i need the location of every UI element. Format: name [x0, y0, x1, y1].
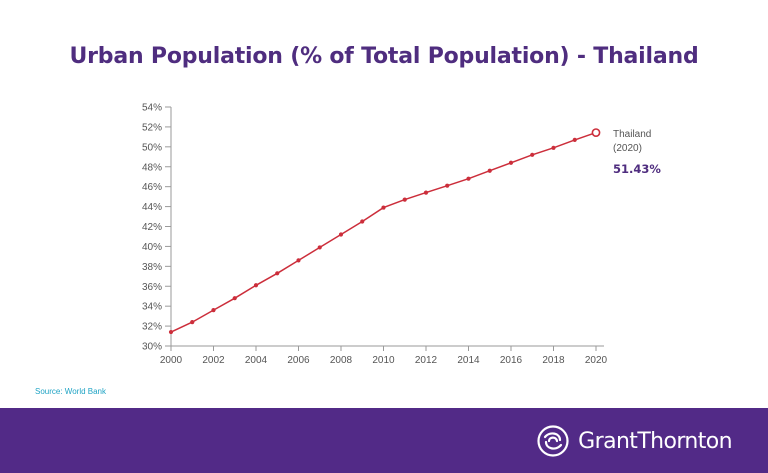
data-point: [190, 320, 195, 325]
x-tick-label: 2016: [500, 355, 523, 366]
y-tick-label: 42%: [142, 222, 162, 233]
annotation-label-line2: (2020): [613, 143, 642, 154]
chart-title: Urban Population (% of Total Population)…: [69, 44, 699, 69]
data-point: [360, 219, 365, 224]
annotation-value: 51.43%: [613, 162, 661, 176]
x-tick-label: 2020: [585, 355, 608, 366]
data-point: [381, 205, 386, 210]
y-tick-label: 38%: [142, 262, 162, 273]
data-point-end: [591, 128, 601, 137]
grant-thornton-swirl-icon: [537, 425, 569, 457]
y-tick-label: 30%: [142, 342, 162, 353]
data-point: [423, 190, 429, 195]
data-point: [402, 197, 407, 202]
data-point: [508, 160, 514, 165]
footer-bar: GrantThornton: [0, 408, 768, 473]
y-tick-label: 34%: [142, 302, 162, 313]
data-point: [168, 329, 174, 335]
y-tick-label: 50%: [142, 142, 162, 153]
brand-name: GrantThornton: [578, 428, 732, 454]
brand-logo: GrantThornton: [536, 424, 733, 458]
data-point: [466, 176, 471, 181]
y-tick-label: 52%: [142, 122, 162, 133]
x-tick-label: 2000: [160, 355, 183, 366]
x-tick-label: 2018: [542, 355, 565, 366]
x-tick-label: 2010: [372, 355, 395, 366]
data-point: [317, 245, 322, 250]
y-tick-label: 46%: [142, 182, 162, 193]
x-tick-label: 2008: [330, 355, 353, 366]
x-tick-label: 2012: [415, 355, 438, 366]
line-chart: 30%32%34%36%38%40%42%44%46%48%50%52%54% …: [142, 103, 661, 367]
data-point: [530, 152, 535, 157]
x-axis: 2000 2002 2004 2006 2008 2010 2012 2014 2016 2018…: [160, 345, 608, 366]
y-tick-label: 36%: [142, 282, 162, 293]
series-layer: [168, 128, 601, 335]
y-tick-label: 40%: [142, 242, 162, 253]
y-tick-label: 32%: [142, 322, 162, 333]
y-tick-label: 54%: [142, 103, 162, 114]
data-point: [253, 283, 259, 288]
data-point: [275, 271, 280, 276]
y-tick-label: 44%: [142, 202, 162, 213]
data-point: [232, 296, 237, 301]
data-point: [338, 232, 344, 237]
y-axis: 30% 32% 34% 36% 38% 40% 42% 44% 46% 48% 50% 52% 54%: [142, 103, 172, 353]
data-point: [487, 168, 492, 173]
y-tick-label: 48%: [142, 162, 162, 173]
annotation-label-line1: Thailand: [613, 129, 651, 140]
x-tick-label: 2014: [457, 355, 480, 366]
x-tick-label: 2006: [287, 355, 310, 366]
end-annotation: Thailand (2020) 51.43%: [613, 129, 661, 176]
series-line: [170, 131, 597, 333]
x-tick-label: 2002: [202, 355, 225, 366]
x-tick-label: 2004: [245, 355, 268, 366]
data-point: [211, 308, 216, 313]
data-point: [445, 183, 450, 188]
source-note: Source: World Bank: [35, 387, 106, 396]
data-point: [572, 137, 577, 142]
data-point: [296, 258, 301, 263]
data-point: [551, 145, 556, 150]
